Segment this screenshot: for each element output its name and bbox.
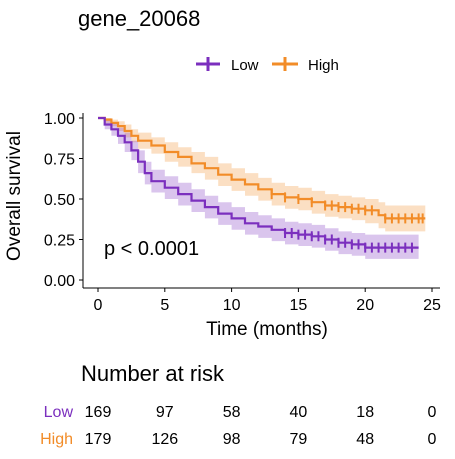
risk-count-high: 126 <box>151 431 178 448</box>
confidence-bands <box>98 118 426 259</box>
risk-count-low: 18 <box>356 404 374 421</box>
y-tick-label: 0.25 <box>44 233 75 250</box>
ci-band-low <box>98 118 419 259</box>
x-axis-label: Time (months) <box>206 319 328 340</box>
legend-label-low: Low <box>231 57 259 74</box>
risk-table: Low High 169 97 58 40 18 0 179 126 98 79 48 0 <box>40 404 436 448</box>
x-tick-label: 10 <box>223 297 241 314</box>
plot-area: 0.00 0.25 0.50 0.75 1.00 0 5 10 15 20 25 p < 0.00… <box>44 111 441 314</box>
risk-count-low: 97 <box>156 404 174 421</box>
censor-marks <box>270 189 424 253</box>
risk-row-label-high: High <box>40 431 73 448</box>
survival-line-low <box>98 116 419 249</box>
risk-count-high: 48 <box>356 431 374 448</box>
x-ticks: 0 5 10 15 20 25 <box>94 288 441 314</box>
y-axis-label: Overall survival <box>4 131 25 261</box>
p-value-annotation: p < 0.0001 <box>104 238 199 260</box>
y-ticks: 0.00 0.25 0.50 0.75 1.00 <box>44 111 83 290</box>
ci-band-high <box>98 118 426 232</box>
x-tick-label: 5 <box>160 297 169 314</box>
y-tick-label: 0.50 <box>44 192 75 209</box>
risk-count-low: 0 <box>428 404 437 421</box>
y-tick-label: 0.75 <box>44 152 75 169</box>
y-tick-label: 0.00 <box>44 273 75 290</box>
chart-title: gene_20068 <box>78 6 200 31</box>
x-tick-label: 20 <box>356 297 374 314</box>
risk-count-high: 79 <box>290 431 308 448</box>
risk-row-label-low: Low <box>44 404 74 421</box>
y-tick-label: 1.00 <box>44 111 75 128</box>
risk-count-high: 179 <box>85 431 112 448</box>
risk-count-high: 0 <box>428 431 437 448</box>
x-tick-label: 25 <box>423 297 441 314</box>
x-tick-label: 15 <box>290 297 308 314</box>
risk-count-low: 58 <box>223 404 241 421</box>
legend: Low High <box>196 57 339 74</box>
risk-count-low: 40 <box>290 404 308 421</box>
risk-table-title: Number at risk <box>81 361 225 386</box>
legend-label-high: High <box>308 57 339 74</box>
risk-count-low: 169 <box>85 404 112 421</box>
x-tick-label: 0 <box>94 297 103 314</box>
risk-count-high: 98 <box>223 431 241 448</box>
